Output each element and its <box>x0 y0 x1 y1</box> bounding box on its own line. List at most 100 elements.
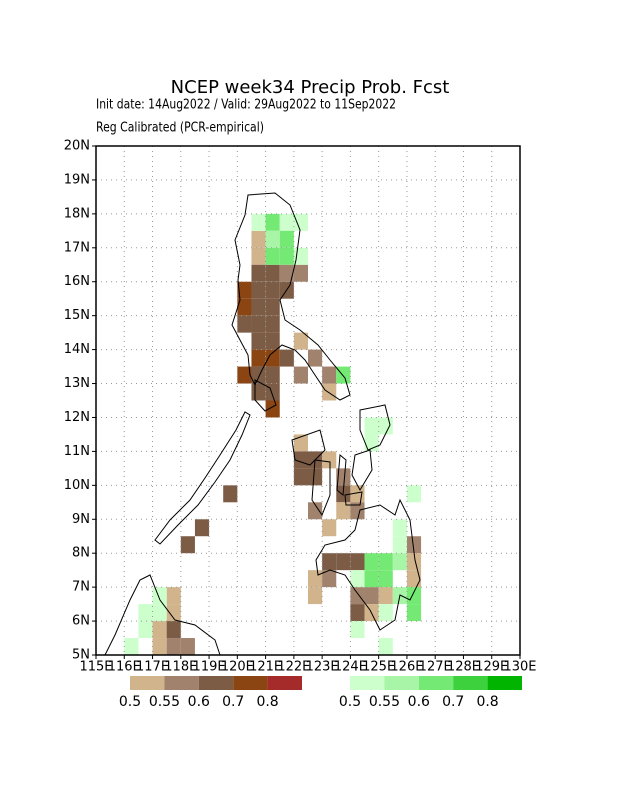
y-tick-label: 7N <box>72 580 90 595</box>
y-tick-label: 5N <box>72 648 90 663</box>
coast-leyte <box>351 449 373 492</box>
prob-cell <box>293 332 308 350</box>
legend-label: 0.6 <box>188 694 210 710</box>
prob-cell <box>124 638 139 655</box>
prob-cell <box>279 213 294 231</box>
prob-cell <box>392 553 407 571</box>
x-tick-label: 121E <box>249 660 282 675</box>
x-tick-label: 117E <box>136 660 169 675</box>
map-title: NCEP week34 Precip Prob. Fcst <box>171 77 450 98</box>
prob-cell <box>322 366 337 384</box>
coast-borneo <box>104 574 221 656</box>
coast-panay <box>291 429 326 466</box>
prob-cell <box>279 349 294 367</box>
legend-swatch <box>384 676 419 690</box>
coast-samar <box>359 404 391 451</box>
legend-swatch <box>267 676 302 690</box>
prob-cell <box>322 570 337 588</box>
x-tick-label: 127E <box>419 660 452 675</box>
prob-cell <box>378 604 393 622</box>
prob-cell <box>223 485 238 503</box>
legend-label: 0.8 <box>476 694 498 710</box>
prob-cell <box>378 587 393 605</box>
y-tick-label: 11N <box>64 444 90 459</box>
prob-cell <box>406 587 422 605</box>
x-tick-label: 123E <box>306 660 339 675</box>
prob-cell <box>293 264 308 282</box>
legend-label: 0.7 <box>442 694 464 710</box>
y-tick-label: 9N <box>72 512 90 527</box>
y-tick-label: 19N <box>64 172 90 187</box>
prob-cell <box>350 553 365 571</box>
prob-cell <box>251 332 266 350</box>
legend-swatch <box>487 676 522 690</box>
prob-cell <box>308 468 323 486</box>
prob-cell <box>152 638 167 655</box>
prob-cell <box>336 553 351 571</box>
prob-cell <box>364 570 379 588</box>
legend-swatch <box>198 676 234 690</box>
prob-cell <box>152 604 167 622</box>
y-tick-label: 14N <box>64 342 90 357</box>
prob-cell <box>308 587 323 605</box>
prob-cell <box>251 315 266 333</box>
x-tick-label: 125E <box>362 660 395 675</box>
prob-cell <box>138 621 153 639</box>
prob-cell <box>279 264 294 282</box>
prob-cell <box>265 281 280 299</box>
prob-cell <box>166 587 181 605</box>
y-tick-label: 17N <box>64 240 90 255</box>
coastlines <box>104 192 421 656</box>
prob-cell <box>336 468 351 486</box>
y-tick-label: 10N <box>64 478 90 493</box>
coast-mindoro <box>254 379 277 412</box>
coast-mindanao <box>315 498 421 631</box>
prob-cell <box>406 485 422 503</box>
legend-label: 0.55 <box>149 694 180 710</box>
coast-palawan <box>154 411 251 545</box>
legend-label: 0.55 <box>369 694 400 710</box>
y-tick-label: 20N <box>64 139 90 154</box>
prob-cell <box>350 502 365 520</box>
coast-bohol <box>344 491 363 506</box>
prob-cell <box>180 536 195 554</box>
coast-cebu <box>336 454 347 496</box>
x-tick-label: 126E <box>390 660 423 675</box>
prob-cell <box>378 553 393 571</box>
prob-cell <box>251 264 266 282</box>
prob-cell <box>350 570 365 588</box>
prob-cell <box>308 349 323 367</box>
prob-cell <box>152 587 167 605</box>
prob-cell <box>406 536 422 554</box>
prob-cell <box>364 417 379 435</box>
prob-cell <box>138 604 153 622</box>
subtitle: Reg Calibrated (PCR-empirical) <box>96 121 264 136</box>
y-tick-label: 16N <box>64 274 90 289</box>
prob-cell <box>364 587 379 605</box>
prob-cell <box>322 553 337 571</box>
prob-cell <box>265 366 280 384</box>
prob-cell <box>392 519 407 537</box>
legend-label: 0.5 <box>339 694 361 710</box>
legend-swatch <box>350 676 385 690</box>
prob-cell <box>265 264 280 282</box>
prob-cell <box>251 366 266 384</box>
prob-cell <box>152 621 167 639</box>
prob-cell <box>265 383 280 401</box>
prob-cell <box>251 247 266 265</box>
prob-cell <box>265 247 280 265</box>
prob-cell <box>336 366 351 384</box>
prob-cell <box>166 604 181 622</box>
prob-cell <box>336 502 351 520</box>
prob-cell <box>265 332 280 350</box>
legend: 0.5 0.55 0.6 0.7 0.8 0.5 0.55 0.6 0.7 0.8 <box>119 676 522 710</box>
legend-swatch <box>418 676 454 690</box>
prob-cell <box>251 213 266 231</box>
x-tick-label: 122E <box>277 660 310 675</box>
prob-cell <box>378 638 393 655</box>
prob-cell <box>293 213 308 231</box>
prob-cell <box>293 468 308 486</box>
legend-label: 0.5 <box>119 694 141 710</box>
prob-cell <box>293 366 308 384</box>
prob-cell <box>180 638 195 655</box>
